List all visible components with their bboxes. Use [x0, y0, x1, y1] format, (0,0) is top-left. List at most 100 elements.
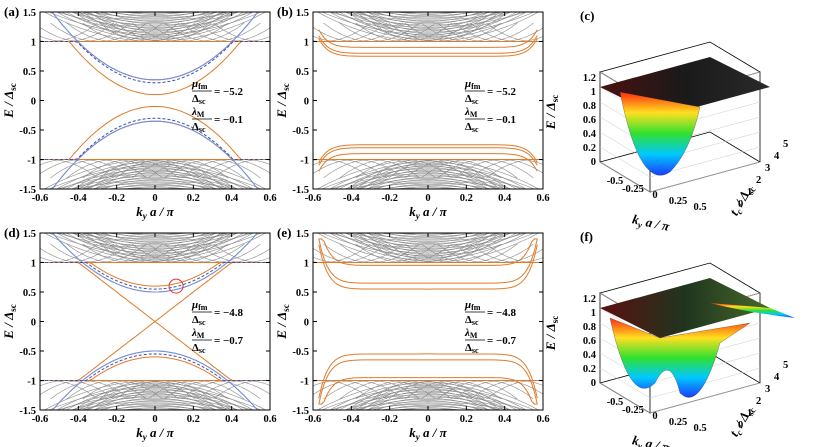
- bulk-band-line: [346, 233, 510, 262]
- x-tick-label: -0.2: [108, 193, 125, 204]
- z-tick-label: 0.8: [583, 101, 596, 112]
- lambda-denominator: Δsc: [465, 342, 479, 355]
- mu-value: = −5.2: [214, 86, 244, 98]
- bulk-band-line: [110, 184, 200, 189]
- grid-line: [599, 161, 651, 193]
- kx-tick-label: -0.5: [607, 397, 624, 408]
- bulk-band-line: [414, 12, 442, 13]
- edge-states: [318, 29, 538, 172]
- z-tick-label: 0.6: [583, 115, 596, 126]
- mu-value: = −5.2: [487, 86, 517, 98]
- bulk-band-line: [329, 233, 527, 249]
- x-tick-label: -0.2: [381, 414, 398, 425]
- x-tick-label: 0.6: [536, 414, 549, 425]
- lambda-numerator: λM: [191, 106, 205, 119]
- y-tick-label: 1.5: [23, 229, 36, 240]
- tc-tick-label: 2: [756, 396, 761, 407]
- bulk-band-line: [56, 394, 254, 410]
- energy-surface-top: [600, 278, 770, 338]
- blue-state-line: [51, 120, 259, 189]
- y-tick-label: 1.5: [296, 229, 309, 240]
- bulk-band-arc: [180, 380, 270, 400]
- bulk-bands: [313, 12, 543, 189]
- x-tick-label: 0.6: [263, 193, 276, 204]
- bulk-band-arc: [50, 22, 147, 42]
- bulk-band-line: [98, 181, 212, 189]
- bulk-band-line: [88, 233, 222, 257]
- bulk-band-line: [367, 176, 489, 189]
- y-tick-label: 0: [304, 318, 309, 329]
- x-tick-label: 0: [152, 193, 157, 204]
- bulk-band-line: [355, 12, 501, 39]
- bulk-band-line: [346, 381, 510, 410]
- bulk-band-line: [414, 233, 442, 234]
- bulk-band-line: [375, 179, 481, 189]
- plot-frame: [312, 11, 544, 190]
- blue-state-line: [51, 350, 259, 410]
- bulk-band-arc: [213, 22, 270, 42]
- bulk-band-arc: [313, 159, 371, 179]
- tc-tick-label: 1: [747, 187, 752, 198]
- y-tick-label: 1: [31, 38, 36, 49]
- bulk-band-line: [367, 233, 489, 246]
- bulk-band-arc: [213, 243, 270, 263]
- bulk-band-line: [84, 12, 226, 27]
- bulk-band-line: [89, 233, 221, 240]
- bulk-band-line: [359, 169, 497, 189]
- bulk-band-line: [355, 233, 501, 260]
- bulk-band-line: [357, 12, 499, 27]
- bulk-band-line: [86, 390, 224, 410]
- bulk-band-line: [367, 397, 489, 410]
- lambda-value: = −0.7: [214, 335, 244, 347]
- grid-line: [599, 146, 651, 178]
- tc-tick-label: 5: [783, 360, 788, 371]
- bulk-band-line: [383, 12, 473, 17]
- in-gap-state: [40, 356, 270, 381]
- bulk-band-line: [334, 233, 522, 254]
- bulk-band-arc: [313, 22, 371, 42]
- crossing-highlight-circle: [168, 278, 184, 294]
- bulk-band-line: [321, 166, 535, 189]
- bulk-band-line: [362, 182, 494, 189]
- bulk-band-arc: [40, 243, 98, 263]
- x-tick-label: 0.2: [460, 193, 473, 204]
- y-tick-label: 0.5: [23, 288, 36, 299]
- blue-states: [51, 12, 259, 189]
- bulk-band-line: [321, 12, 535, 35]
- top-edge: [599, 41, 761, 73]
- mu-denominator: Δsc: [192, 93, 206, 106]
- bulk-band-arc: [213, 380, 270, 400]
- bulk-band-line: [321, 387, 535, 410]
- tc-tick-label: 3: [765, 384, 770, 395]
- bulk-band-line: [334, 168, 522, 189]
- x-tick-label: 0.2: [187, 193, 200, 204]
- bulk-band-arc: [40, 22, 98, 42]
- lambda-numerator: λM: [191, 327, 205, 340]
- y-tick-label: 1.5: [296, 8, 309, 19]
- bulk-bands: [40, 12, 270, 189]
- bulk-band-line: [94, 233, 216, 246]
- bulk-band-line: [359, 12, 497, 32]
- bulk-band-line: [102, 400, 208, 410]
- lambda-value: = −0.1: [214, 114, 243, 126]
- mu-numerator: μfm: [191, 78, 208, 91]
- bulk-band-arc: [486, 380, 543, 400]
- bulk-band-line: [89, 403, 221, 410]
- bulk-band-line: [110, 233, 200, 238]
- bulk-band-line: [383, 184, 473, 189]
- panel-label: (e): [277, 225, 291, 240]
- edge-states: [318, 238, 538, 405]
- bulk-band-line: [383, 405, 473, 410]
- y-tick-label: -1: [300, 377, 309, 388]
- bulk-band-line: [346, 12, 510, 41]
- dashed-state: [40, 41, 270, 84]
- bulk-band-line: [82, 12, 228, 23]
- kx-tick-label: -0.25: [622, 184, 644, 195]
- x-tick-label: -0.6: [305, 414, 322, 425]
- grid-line: [599, 367, 651, 399]
- mu-denominator: Δsc: [192, 314, 206, 327]
